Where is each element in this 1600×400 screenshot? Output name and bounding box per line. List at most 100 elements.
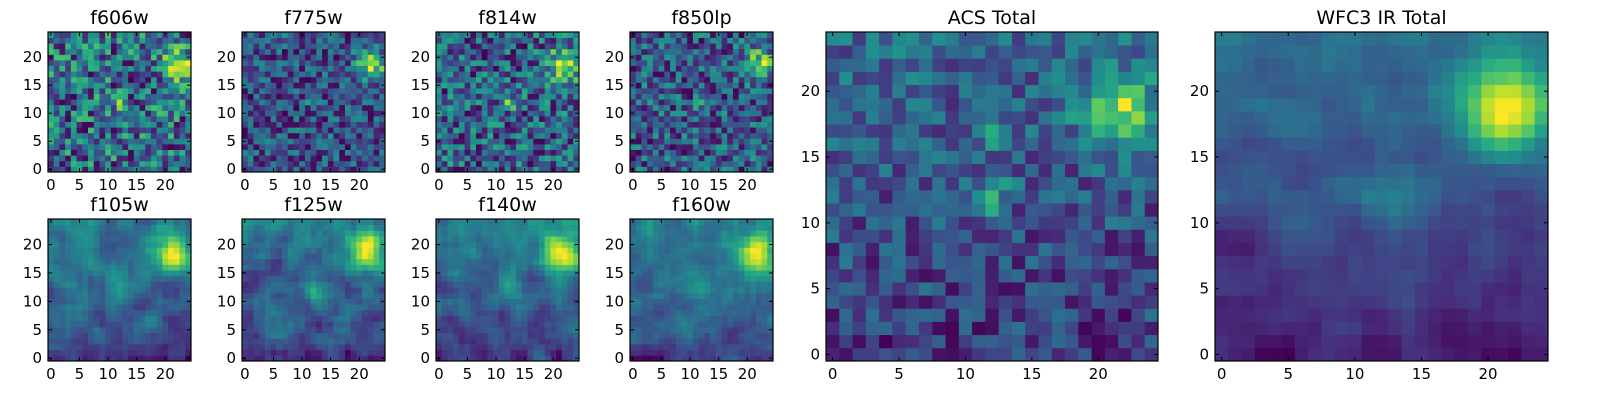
heatmap-cell — [704, 116, 711, 122]
heatmap-cell — [510, 355, 517, 362]
heatmap-cell — [544, 264, 551, 271]
heatmap-cell — [168, 338, 175, 345]
heatmap-cell — [110, 104, 118, 111]
heatmap-cell — [150, 93, 158, 100]
heatmap-cell — [162, 65, 169, 72]
heatmap-cell — [367, 258, 374, 265]
heatmap-cell — [727, 149, 734, 156]
heatmap-cell — [652, 48, 659, 55]
heatmap-cell — [122, 287, 129, 294]
heatmap-cell — [715, 338, 722, 345]
heatmap-cell — [128, 355, 135, 362]
heatmap-cell — [168, 236, 175, 243]
axes-frame — [47, 31, 192, 173]
heatmap-cell — [48, 236, 55, 243]
heatmap-cell — [447, 160, 454, 167]
heatmap-cell — [544, 88, 551, 94]
heatmap-cell — [493, 264, 500, 271]
heatmap-cell — [516, 65, 523, 72]
heatmap-cell — [738, 355, 745, 362]
heatmap-cell — [567, 127, 574, 134]
heatmap-cell — [367, 270, 374, 277]
heatmap-cell — [339, 315, 346, 322]
heatmap-cell — [441, 121, 448, 128]
heatmap-cell — [259, 292, 266, 299]
x-tick-label: 5 — [75, 365, 85, 383]
heatmap-cell — [139, 48, 146, 55]
heatmap-cell — [453, 349, 460, 356]
heatmap-cell — [110, 43, 118, 50]
heatmap-cell — [242, 76, 249, 83]
heatmap-cell — [510, 326, 517, 333]
heatmap-cell — [105, 258, 112, 265]
heatmap-cell — [156, 281, 163, 288]
heatmap-cell — [698, 292, 705, 299]
heatmap-cell — [76, 270, 83, 277]
heatmap-cell — [441, 116, 448, 122]
heatmap-cell — [344, 82, 352, 89]
heatmap-cell — [698, 132, 705, 139]
heatmap-cell — [510, 43, 517, 50]
heatmap-cell — [59, 132, 66, 139]
y-tick-label: 15 — [23, 264, 42, 282]
heatmap-cell — [339, 48, 346, 55]
heatmap-cell — [362, 43, 369, 50]
heatmap-cell — [70, 219, 77, 226]
heatmap-cell — [253, 104, 260, 111]
heatmap-cell — [573, 349, 580, 356]
heatmap-cell — [333, 60, 340, 66]
heatmap-cell — [727, 304, 734, 311]
heatmap-cell — [270, 76, 277, 83]
heatmap-cell — [538, 321, 546, 328]
heatmap-cell — [732, 54, 740, 61]
heatmap-cell — [652, 71, 659, 78]
heatmap-cell — [498, 321, 506, 328]
heatmap-cell — [498, 241, 506, 248]
heatmap-cell — [242, 65, 249, 72]
heatmap-cell — [721, 127, 728, 134]
heatmap-cell — [179, 104, 186, 111]
heatmap-cell — [755, 326, 762, 333]
heatmap-cell — [304, 349, 312, 356]
heatmap-cell — [715, 304, 722, 311]
heatmap-cell — [481, 104, 488, 111]
heatmap-cell — [247, 355, 254, 362]
heatmap-cell — [744, 321, 751, 328]
heatmap-cell — [145, 32, 152, 38]
heatmap-cell — [658, 281, 665, 288]
heatmap-cell — [476, 144, 483, 150]
heatmap-cell — [567, 219, 574, 226]
heatmap-cell — [293, 127, 300, 134]
heatmap-cell — [168, 230, 175, 237]
heatmap-cell — [556, 160, 563, 167]
heatmap-cell — [70, 82, 77, 89]
heatmap-cell — [150, 132, 158, 139]
heatmap-cell — [567, 275, 574, 282]
heatmap-cell — [550, 236, 557, 243]
heatmap-cell — [362, 270, 369, 277]
heatmap-cell — [652, 309, 659, 316]
heatmap-cell — [692, 71, 700, 78]
heatmap-cell — [750, 149, 757, 156]
heatmap-cell — [721, 149, 728, 156]
heatmap-cell — [259, 247, 266, 254]
heatmap-cell — [744, 104, 751, 111]
heatmap-cell — [675, 104, 682, 111]
heatmap-cell — [379, 155, 386, 162]
heatmap-cell — [293, 270, 300, 277]
heatmap-cell — [173, 116, 180, 122]
heatmap-cell — [481, 315, 488, 322]
heatmap-cell — [93, 155, 100, 162]
heatmap-cell — [498, 65, 506, 72]
heatmap-cell — [698, 54, 705, 61]
heatmap-cell — [264, 343, 271, 351]
heatmap-cell — [179, 82, 186, 89]
heatmap-cell — [458, 247, 465, 254]
heatmap-cell — [744, 315, 751, 322]
heatmap-cell — [458, 236, 465, 243]
heatmap-cell — [458, 65, 465, 72]
heatmap-cell — [88, 132, 95, 139]
heatmap-cell — [767, 321, 774, 328]
heatmap-cell — [755, 332, 762, 339]
heatmap-cell — [304, 104, 312, 111]
